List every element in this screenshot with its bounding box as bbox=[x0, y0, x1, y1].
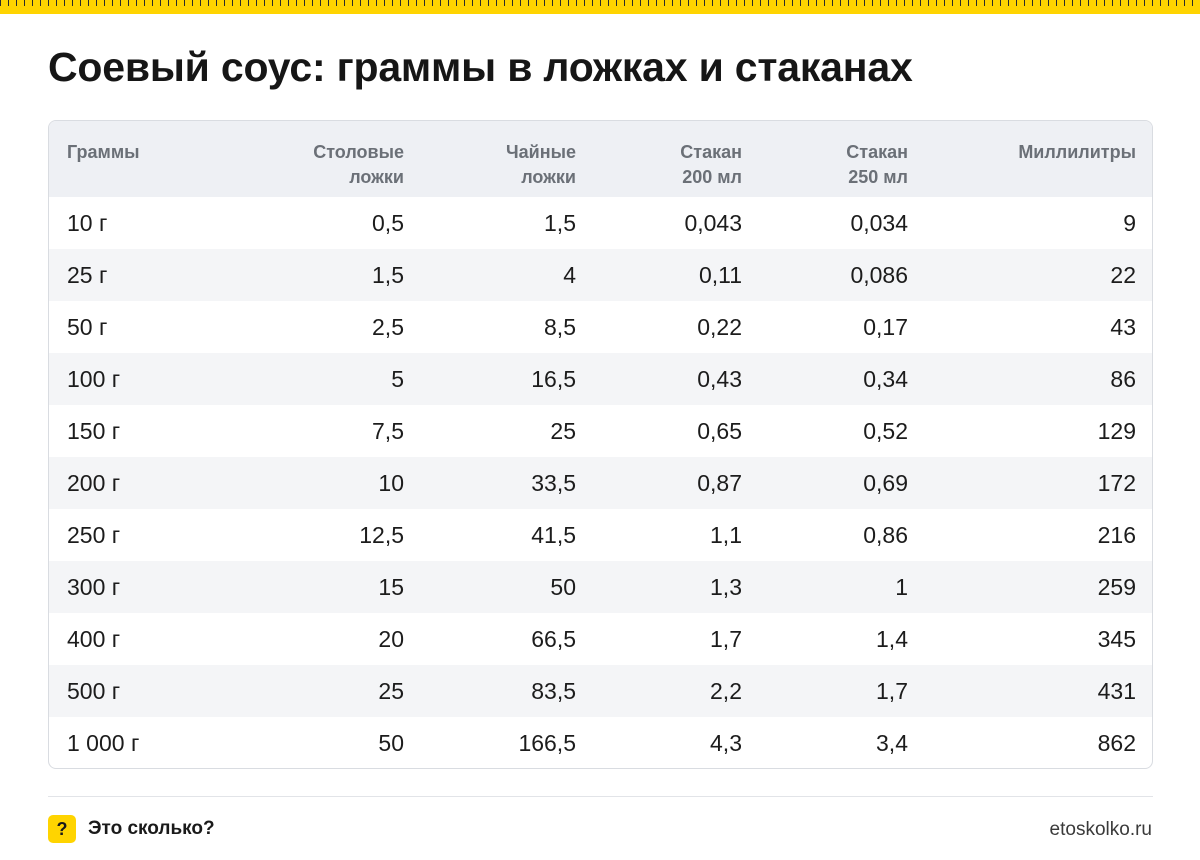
ruler-strip bbox=[0, 0, 1200, 14]
cell-glass-200: 0,11 bbox=[698, 261, 742, 288]
cell-teaspoons: 4 bbox=[563, 261, 576, 288]
cell-milliliters: 129 bbox=[1097, 417, 1136, 444]
cell-grams: 50 г bbox=[67, 313, 108, 340]
table-row: 100 г 5 16,5 0,43 0,34 86 bbox=[49, 353, 1152, 405]
cell-tablespoons: 25 bbox=[378, 677, 404, 704]
cell-grams: 300 г bbox=[67, 573, 121, 600]
cell-teaspoons: 66,5 bbox=[531, 625, 576, 652]
table-row: 25 г 1,5 4 0,11 0,086 22 bbox=[49, 249, 1152, 301]
cell-teaspoons: 8,5 bbox=[544, 313, 576, 340]
cell-milliliters: 43 bbox=[1110, 313, 1136, 340]
cell-grams: 150 г bbox=[67, 417, 121, 444]
footer-divider bbox=[48, 796, 1153, 797]
cell-milliliters: 9 bbox=[1123, 209, 1136, 236]
table-row: 300 г 15 50 1,3 1 259 bbox=[49, 561, 1152, 613]
cell-milliliters: 259 bbox=[1097, 573, 1136, 600]
cell-milliliters: 216 bbox=[1097, 521, 1136, 548]
cell-teaspoons: 33,5 bbox=[531, 469, 576, 496]
cell-glass-250: 1,7 bbox=[876, 677, 908, 704]
table-header: Граммы Столовые ложки Чайные ложки Стака… bbox=[49, 121, 1152, 197]
cell-glass-200: 0,043 bbox=[684, 209, 742, 236]
cell-glass-200: 2,2 bbox=[710, 677, 742, 704]
cell-glass-250: 0,034 bbox=[850, 209, 908, 236]
ruler-ticks bbox=[0, 0, 1200, 6]
page-title: Соевый соус: граммы в ложках и стаканах bbox=[48, 44, 913, 90]
column-header-glass-200: Стакан 200 мл bbox=[680, 142, 742, 187]
cell-tablespoons: 12,5 bbox=[359, 521, 404, 548]
cell-tablespoons: 0,5 bbox=[372, 209, 404, 236]
cell-grams: 100 г bbox=[67, 365, 121, 392]
cell-glass-200: 0,65 bbox=[697, 417, 742, 444]
table-row: 10 г 0,5 1,5 0,043 0,034 9 bbox=[49, 197, 1152, 249]
cell-grams: 400 г bbox=[67, 625, 121, 652]
cell-teaspoons: 25 bbox=[550, 417, 576, 444]
cell-teaspoons: 50 bbox=[550, 573, 576, 600]
question-mark-icon: ? bbox=[48, 815, 76, 843]
cell-glass-250: 0,52 bbox=[863, 417, 908, 444]
table-row: 400 г 20 66,5 1,7 1,4 345 bbox=[49, 613, 1152, 665]
table-row: 50 г 2,5 8,5 0,22 0,17 43 bbox=[49, 301, 1152, 353]
column-header-tablespoons: Столовые ложки bbox=[313, 142, 404, 187]
cell-glass-250: 0,17 bbox=[863, 313, 908, 340]
cell-grams: 1 000 г bbox=[67, 729, 140, 756]
cell-milliliters: 431 bbox=[1097, 677, 1136, 704]
cell-glass-250: 1 bbox=[895, 573, 908, 600]
cell-teaspoons: 1,5 bbox=[544, 209, 576, 236]
site-url: etoskolko.ru bbox=[1049, 819, 1152, 840]
conversion-table-grid: Граммы Столовые ложки Чайные ложки Стака… bbox=[49, 121, 1152, 768]
cell-grams: 25 г bbox=[67, 261, 108, 288]
table-row: 200 г 10 33,5 0,87 0,69 172 bbox=[49, 457, 1152, 509]
column-header-grams: Граммы bbox=[67, 142, 140, 162]
cell-glass-200: 1,7 bbox=[710, 625, 742, 652]
cell-tablespoons: 7,5 bbox=[372, 417, 404, 444]
cell-glass-250: 0,69 bbox=[863, 469, 908, 496]
cell-glass-200: 1,1 bbox=[710, 521, 742, 548]
cell-grams: 250 г bbox=[67, 521, 121, 548]
cell-grams: 10 г bbox=[67, 209, 108, 236]
table-body: 10 г 0,5 1,5 0,043 0,034 9 25 г 1,5 4 0,… bbox=[49, 197, 1152, 768]
cell-glass-200: 1,3 bbox=[710, 573, 742, 600]
cell-glass-250: 3,4 bbox=[876, 729, 908, 756]
brand-name: Это сколько? bbox=[88, 818, 215, 839]
cell-grams: 500 г bbox=[67, 677, 121, 704]
column-header-milliliters: Миллилитры bbox=[1018, 142, 1136, 162]
cell-milliliters: 345 bbox=[1097, 625, 1136, 652]
conversion-table: Граммы Столовые ложки Чайные ложки Стака… bbox=[48, 120, 1153, 769]
cell-glass-200: 0,87 bbox=[697, 469, 742, 496]
column-header-glass-250: Стакан 250 мл bbox=[846, 142, 908, 187]
cell-tablespoons: 2,5 bbox=[372, 313, 404, 340]
cell-tablespoons: 1,5 bbox=[372, 261, 404, 288]
cell-glass-200: 0,22 bbox=[697, 313, 742, 340]
cell-tablespoons: 20 bbox=[378, 625, 404, 652]
cell-tablespoons: 50 bbox=[378, 729, 404, 756]
cell-milliliters: 22 bbox=[1110, 261, 1136, 288]
table-row: 150 г 7,5 25 0,65 0,52 129 bbox=[49, 405, 1152, 457]
table-row: 500 г 25 83,5 2,2 1,7 431 bbox=[49, 665, 1152, 717]
cell-glass-250: 0,086 bbox=[850, 261, 908, 288]
column-header-teaspoons: Чайные ложки bbox=[506, 142, 576, 187]
cell-tablespoons: 5 bbox=[391, 365, 404, 392]
cell-teaspoons: 83,5 bbox=[531, 677, 576, 704]
cell-grams: 200 г bbox=[67, 469, 121, 496]
cell-glass-250: 0,34 bbox=[863, 365, 908, 392]
table-row: 1 000 г 50 166,5 4,3 3,4 862 bbox=[49, 717, 1152, 768]
cell-teaspoons: 41,5 bbox=[531, 521, 576, 548]
table-row: 250 г 12,5 41,5 1,1 0,86 216 bbox=[49, 509, 1152, 561]
cell-tablespoons: 15 bbox=[378, 573, 404, 600]
cell-glass-200: 0,43 bbox=[697, 365, 742, 392]
cell-milliliters: 172 bbox=[1097, 469, 1136, 496]
cell-teaspoons: 16,5 bbox=[531, 365, 576, 392]
cell-teaspoons: 166,5 bbox=[518, 729, 576, 756]
cell-milliliters: 86 bbox=[1110, 365, 1136, 392]
cell-glass-200: 4,3 bbox=[710, 729, 742, 756]
header-row: Граммы Столовые ложки Чайные ложки Стака… bbox=[49, 121, 1152, 197]
cell-tablespoons: 10 bbox=[378, 469, 404, 496]
cell-glass-250: 0,86 bbox=[863, 521, 908, 548]
cell-glass-250: 1,4 bbox=[876, 625, 908, 652]
cell-milliliters: 862 bbox=[1097, 729, 1136, 756]
